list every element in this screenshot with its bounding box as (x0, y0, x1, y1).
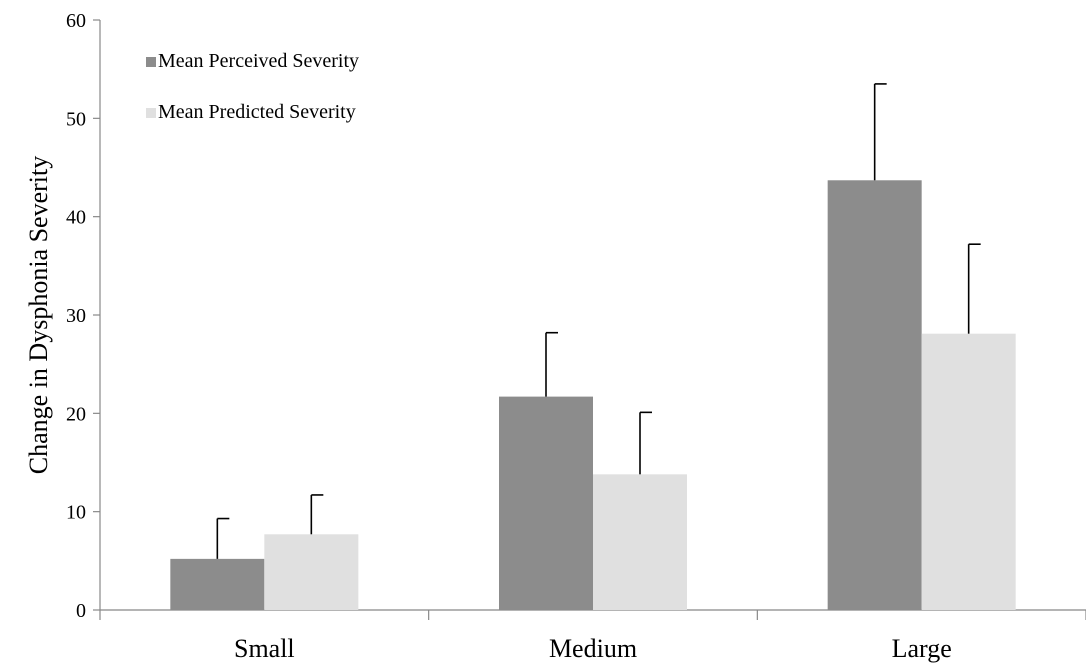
y-tick-label: 60 (66, 10, 86, 32)
y-tick-label: 10 (66, 502, 86, 524)
bar-predicted (593, 474, 687, 610)
bar-perceived (170, 558, 265, 610)
y-tick-label: 20 (66, 403, 86, 425)
y-axis-title: Change in Dysphonia Severity (24, 156, 53, 474)
bar-perceived (827, 180, 922, 611)
legend-label: Mean Predicted Severity (158, 101, 356, 123)
bar-predicted (264, 534, 359, 610)
y-axis: 0 10 20 30 40 50 60 (66, 10, 101, 622)
x-category-label: Medium (549, 634, 637, 663)
x-category-label: Small (234, 634, 295, 663)
bar-perceived (499, 396, 593, 610)
y-tick-label: 30 (66, 305, 86, 327)
bars (170, 180, 1016, 611)
legend-swatch (146, 57, 156, 67)
x-axis: Small Medium Large (99, 609, 1086, 663)
legend: Mean Perceived Severity Mean Predicted Se… (146, 50, 359, 123)
y-tick-label: 40 (66, 207, 86, 229)
error-bars (216, 83, 981, 559)
y-tick-label: 50 (66, 108, 86, 130)
legend-swatch (146, 108, 156, 118)
legend-label: Mean Perceived Severity (158, 50, 359, 72)
y-tick-label: 0 (76, 600, 86, 622)
bar-predicted (921, 333, 1016, 610)
x-category-label: Large (892, 634, 952, 663)
